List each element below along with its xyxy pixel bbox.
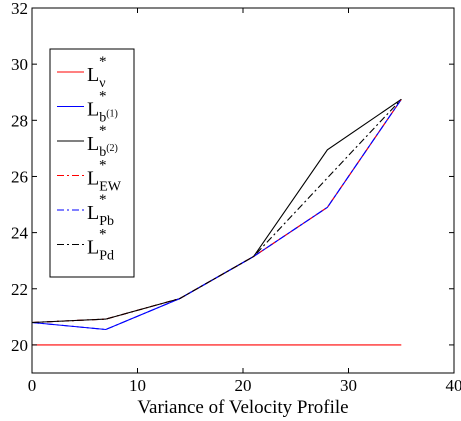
legend-label-4: LEW (87, 168, 122, 195)
series-line-6 (31, 98, 402, 324)
x-axis-title: Variance of Velocity Profile (137, 397, 348, 418)
x-tick-label: 30 (340, 376, 357, 395)
x-tick-label: 20 (235, 376, 252, 395)
legend-label-base: L (87, 133, 99, 155)
legend-label-subscript-superscript: (1) (106, 109, 118, 120)
legend-label-superscript: * (99, 192, 107, 208)
series-line-5 (31, 98, 402, 331)
legend-label-subscript: b (99, 111, 106, 126)
legend-label-2: Lb(1) (87, 99, 118, 126)
legend-label-subscript: ν (99, 76, 105, 91)
legend-label-subscript: b (99, 145, 106, 160)
legend-label-base: L (87, 168, 99, 190)
legend-label-3: Lb(2) (87, 133, 118, 160)
legend-label-subscript-superscript: (2) (106, 143, 118, 154)
legend-label-subscript: Pd (99, 249, 114, 264)
legend-label-subscript: EW (99, 180, 122, 195)
x-tick-label: 10 (129, 376, 146, 395)
series-layer (31, 98, 402, 346)
legend-label-superscript: * (99, 123, 107, 139)
y-tick-label: 22 (11, 280, 28, 299)
y-tick-label: 24 (11, 224, 29, 243)
y-tick-label: 26 (11, 167, 28, 186)
y-tick-label: 28 (11, 111, 28, 130)
ticks-layer: 0 10 20 30 40 20 22 24 26 28 30 32 (11, 0, 461, 395)
legend-label-subscript: Pb (99, 214, 114, 229)
y-tick-label: 30 (11, 55, 28, 74)
legend-label-superscript: * (99, 227, 107, 243)
legend-box (49, 48, 135, 278)
legend-label-base: L (87, 64, 99, 86)
legend-label-superscript: * (99, 158, 107, 174)
legend-label-5: LPb (87, 202, 114, 229)
y-tick-label: 20 (11, 336, 28, 355)
legend: Lν*Lb(1)*Lb(2)*LEW*LPb*LPd* (49, 48, 135, 278)
legend-label-6: LPd (87, 237, 114, 264)
legend-label-superscript: * (99, 89, 107, 105)
x-tick-label: 0 (28, 376, 37, 395)
y-tick-label: 32 (11, 0, 28, 18)
legend-label-base: L (87, 99, 99, 121)
legend-label-base: L (87, 202, 99, 224)
legend-label-base: L (87, 237, 99, 259)
legend-label-1: Lν (87, 64, 106, 91)
legend-label-superscript: * (99, 54, 107, 70)
x-tick-label: 40 (446, 376, 461, 395)
